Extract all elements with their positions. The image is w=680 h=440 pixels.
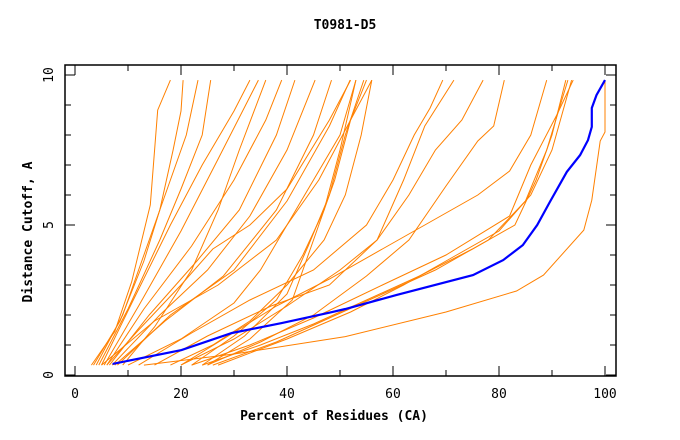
y-axis-label: Distance Cutoff, A xyxy=(21,161,36,302)
x-tick-label: 100 xyxy=(593,387,616,402)
model-curve-16 xyxy=(138,79,444,366)
model-curve-27 xyxy=(170,80,373,366)
model-curve-23 xyxy=(191,79,574,366)
model-curve-29 xyxy=(180,79,548,366)
model-curve-5 xyxy=(101,79,251,366)
model-curve-8 xyxy=(109,79,296,366)
model-curve-21 xyxy=(212,79,569,366)
model-curve-24 xyxy=(143,80,606,366)
model-curve-11 xyxy=(117,79,351,366)
model-curve-17 xyxy=(154,79,455,366)
model-curve-1 xyxy=(90,79,171,366)
model-curve-7 xyxy=(106,79,283,366)
x-tick-label: 40 xyxy=(279,387,295,402)
y-tick-label: 0 xyxy=(42,371,57,379)
model-curve-28 xyxy=(122,79,267,366)
x-tick-label: 80 xyxy=(491,387,507,402)
model-curve-25 xyxy=(127,79,357,366)
chart-title: T0981-D5 xyxy=(314,18,377,33)
highlighted-model-curve xyxy=(112,79,606,365)
model-curve-2 xyxy=(93,80,184,366)
model-curve-3 xyxy=(95,79,199,366)
model-curve-14 xyxy=(201,79,365,366)
x-tick-label: 0 xyxy=(71,387,79,402)
model-curve-26 xyxy=(106,79,352,366)
model-curve-20 xyxy=(202,79,567,366)
curves-layer xyxy=(90,79,606,366)
model-curve-6 xyxy=(103,79,259,366)
model-curve-15 xyxy=(207,79,367,366)
x-tick-label: 20 xyxy=(173,387,189,402)
y-tick-label: 10 xyxy=(42,67,57,83)
y-tick-label: 5 xyxy=(42,221,57,229)
model-curve-4 xyxy=(98,80,212,366)
model-curve-22 xyxy=(217,79,573,366)
model-curve-13 xyxy=(191,79,357,366)
x-tick-label: 60 xyxy=(385,387,401,402)
x-axis-label: Percent of Residues (CA) xyxy=(240,409,428,424)
axes-layer: 0 20 40 60 80 100 0 5 10 xyxy=(42,65,617,402)
plot-frame xyxy=(64,64,617,377)
